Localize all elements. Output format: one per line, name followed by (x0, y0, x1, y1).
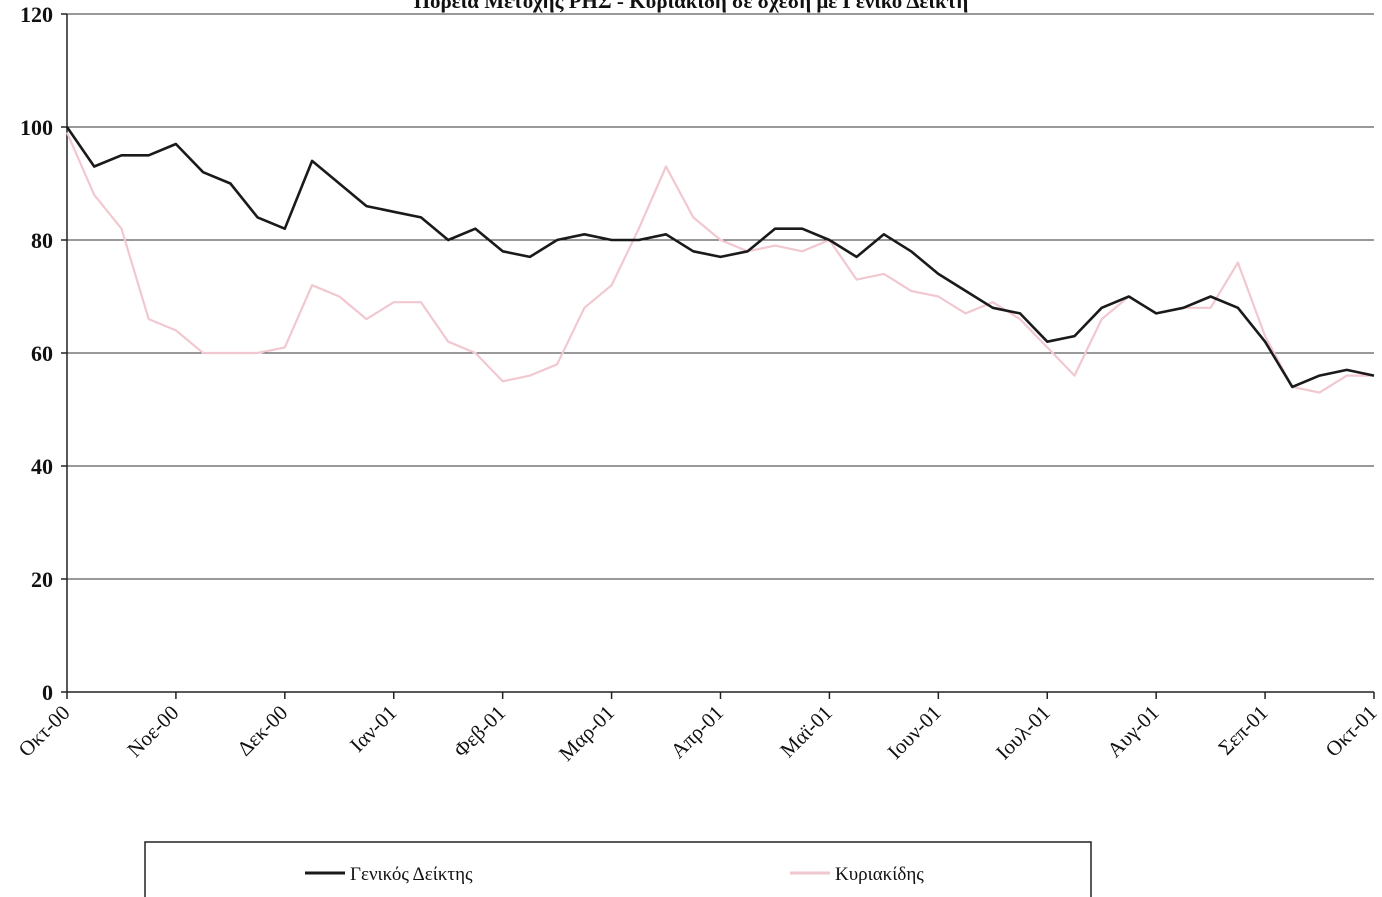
chart-title: Πορεία Μετοχής ΡΗΣ - Κυριακίδη σε σχέση … (414, 0, 969, 13)
legend-label-general-index: Γενικός Δείκτης (350, 864, 473, 885)
x-tick-label: Ιουν-01 (883, 701, 946, 764)
x-tick-label: Οκτ-00 (14, 701, 75, 762)
y-tick-label: 100 (20, 115, 53, 140)
x-tick-label: Δεκ-00 (232, 701, 292, 761)
y-tick-label: 0 (42, 680, 53, 705)
x-tick-label: Ιουλ-01 (991, 701, 1055, 765)
x-tick-label: Μαρ-01 (554, 701, 619, 766)
gridlines (67, 13, 1374, 580)
series-line-kyriakidis (65, 132, 1374, 394)
x-tick-label: Απρ-01 (666, 701, 728, 763)
legend-label-kyriakidis: Κυριακίδης (835, 864, 924, 885)
y-tick-label: 120 (20, 2, 53, 27)
y-tick-label: 60 (31, 341, 53, 366)
series-line-general-index (65, 126, 1375, 389)
legend: Γενικός Δείκτης Κυριακίδης (144, 841, 1092, 897)
x-axis-ticks: Οκτ-00 Νοε-00 Δεκ-00 Ιαν-01 Φεβ-01 Μαρ-01 Απρ-… (14, 692, 1382, 766)
x-tick-label: Σεπ-01 (1213, 701, 1272, 760)
series-lines (65, 126, 1375, 394)
y-tick-label: 20 (31, 567, 53, 592)
x-tick-label: Μαϊ-01 (775, 701, 837, 763)
x-tick-label: Αυγ-01 (1102, 701, 1163, 762)
y-axis-ticks: 0 20 40 60 80 100 120 (20, 2, 67, 705)
legend-box (144, 841, 1092, 897)
y-tick-label: 80 (31, 228, 53, 253)
x-tick-label: Ιαν-01 (345, 701, 401, 757)
x-tick-label: Φεβ-01 (449, 701, 510, 762)
x-tick-label: Νοε-00 (122, 701, 183, 762)
y-tick-label: 40 (31, 454, 53, 479)
x-tick-label: Οκτ-01 (1321, 701, 1382, 762)
